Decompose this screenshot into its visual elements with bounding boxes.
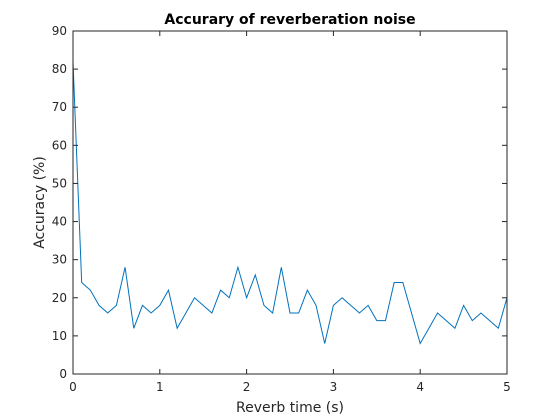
- x-tick-label: 2: [243, 380, 251, 394]
- chart-title: Accurary of reverberation noise: [164, 12, 415, 28]
- x-tick-label: 0: [69, 380, 77, 394]
- series-line: [72, 61, 508, 345]
- x-tick-label: 5: [503, 380, 511, 394]
- plot-area: [73, 31, 507, 374]
- x-tick-label: 3: [330, 380, 338, 394]
- plot-frame: [72, 30, 508, 375]
- y-tick-label: 90: [52, 24, 67, 38]
- y-tick-label: 20: [52, 291, 67, 305]
- y-tick-label: 40: [52, 215, 67, 229]
- y-tick-label: 70: [52, 100, 67, 114]
- y-tick-label: 0: [59, 367, 67, 381]
- y-tick-label: 50: [52, 176, 67, 190]
- y-axis-label: Accuracy (%): [32, 156, 48, 249]
- x-tick-label: 1: [156, 380, 164, 394]
- x-axis-label: Reverb time (s): [236, 400, 344, 416]
- y-tick-label: 80: [52, 62, 67, 76]
- x-tick-label: 4: [416, 380, 424, 394]
- y-tick-label: 60: [52, 138, 67, 152]
- series-layer: [72, 61, 508, 345]
- y-tick-label: 30: [52, 253, 67, 267]
- y-tick-label: 10: [52, 329, 67, 343]
